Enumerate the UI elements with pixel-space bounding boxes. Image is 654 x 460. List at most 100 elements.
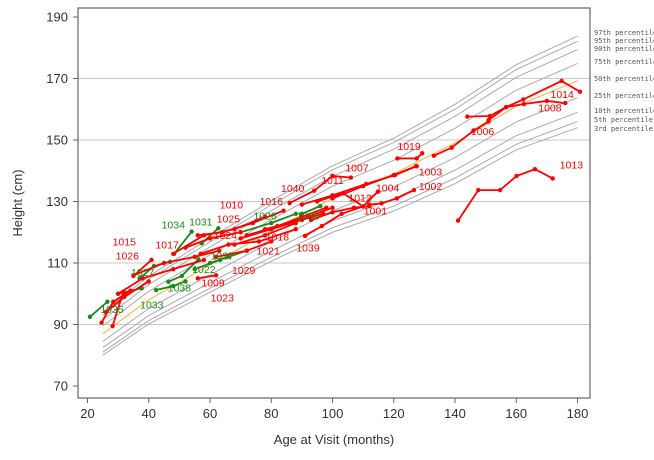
data-point — [302, 233, 308, 239]
series-label: 1004 — [376, 183, 400, 195]
series-label: 1006 — [471, 126, 495, 138]
data-point — [379, 201, 384, 206]
percentile-label: 50th percentile — [594, 75, 654, 83]
data-point — [216, 226, 221, 231]
data-point — [121, 289, 126, 294]
data-point — [232, 242, 237, 247]
series-label: 1016 — [260, 196, 284, 208]
x-tick-label: 20 — [80, 406, 94, 421]
y-axis-label: Height (cm) — [10, 169, 25, 236]
data-point — [431, 153, 437, 158]
data-point — [449, 145, 454, 150]
data-point — [395, 156, 400, 161]
data-point — [195, 276, 200, 281]
data-point — [149, 257, 154, 263]
series-label: 1030 — [296, 210, 320, 222]
data-point — [391, 172, 396, 178]
data-point — [269, 220, 274, 226]
series-label: 1018 — [266, 231, 290, 243]
series-label: 1038 — [168, 283, 192, 295]
data-point — [161, 260, 167, 266]
data-point — [521, 97, 526, 102]
data-point — [299, 202, 305, 207]
data-point — [201, 233, 207, 238]
data-point — [115, 291, 121, 296]
data-point — [471, 128, 476, 133]
data-point — [330, 173, 335, 179]
data-point — [171, 266, 176, 272]
series-line — [133, 249, 220, 277]
data-point — [179, 273, 185, 279]
data-point — [198, 251, 204, 256]
percentile-curve — [102, 62, 578, 327]
data-point — [318, 203, 323, 209]
data-point — [183, 245, 188, 250]
series-label: 1008 — [538, 103, 562, 115]
data-point — [87, 314, 93, 320]
series-label: 1019 — [397, 141, 421, 153]
data-point — [99, 320, 104, 325]
data-point — [487, 113, 493, 119]
x-tick-label: 160 — [505, 406, 527, 421]
data-point — [269, 239, 274, 244]
data-point — [213, 273, 219, 278]
percentile-curve — [102, 127, 578, 356]
series-line — [433, 120, 489, 157]
data-point — [166, 279, 171, 284]
data-point — [577, 89, 583, 94]
data-point — [153, 287, 159, 293]
data-point — [111, 299, 116, 304]
data-point — [514, 173, 519, 179]
series-line — [111, 291, 125, 327]
series-line — [200, 228, 297, 255]
data-point — [394, 196, 400, 201]
series-label: 1029 — [232, 265, 256, 277]
data-point — [171, 283, 176, 289]
data-point — [281, 208, 286, 213]
data-point — [146, 279, 151, 284]
series-line — [332, 165, 417, 200]
series-label: 1011 — [321, 175, 344, 187]
series-line — [197, 274, 217, 280]
data-point — [195, 233, 200, 238]
data-point — [262, 214, 268, 220]
x-tick-label: 140 — [444, 406, 466, 421]
percentile-label: 5th percentile — [594, 116, 653, 124]
data-point — [330, 205, 335, 210]
series-label: 1001 — [364, 206, 388, 218]
series-label: 1027 — [131, 267, 155, 279]
x-tick-label: 180 — [567, 406, 589, 421]
data-point — [503, 104, 509, 110]
y-tick-label: 110 — [47, 256, 68, 271]
data-point — [348, 175, 354, 180]
data-point — [287, 200, 292, 206]
x-axis-label: Age at Visit (months) — [274, 432, 394, 447]
data-point — [244, 233, 249, 238]
series-label: 1014 — [551, 89, 575, 101]
data-point — [244, 248, 249, 253]
percentile-curve — [102, 40, 578, 316]
series-label: 1021 — [257, 246, 281, 258]
data-point — [207, 260, 213, 266]
data-point — [189, 229, 194, 234]
data-point — [420, 151, 425, 156]
series-label: 1017 — [155, 240, 179, 252]
series-label: 1007 — [345, 163, 369, 175]
data-point — [411, 187, 417, 193]
x-tick-label: 40 — [142, 406, 156, 421]
data-point — [330, 210, 335, 215]
data-point — [110, 323, 115, 329]
data-point — [308, 217, 314, 223]
data-point — [201, 257, 207, 263]
data-point — [226, 254, 231, 260]
data-point — [544, 98, 550, 104]
data-point — [360, 204, 366, 209]
data-point — [207, 236, 213, 241]
y-tick-label: 150 — [46, 133, 68, 148]
data-point — [262, 233, 268, 238]
series-label: 1040 — [281, 183, 305, 195]
data-point — [226, 242, 231, 247]
series-label: 1023 — [211, 292, 235, 304]
series-line — [369, 189, 415, 206]
